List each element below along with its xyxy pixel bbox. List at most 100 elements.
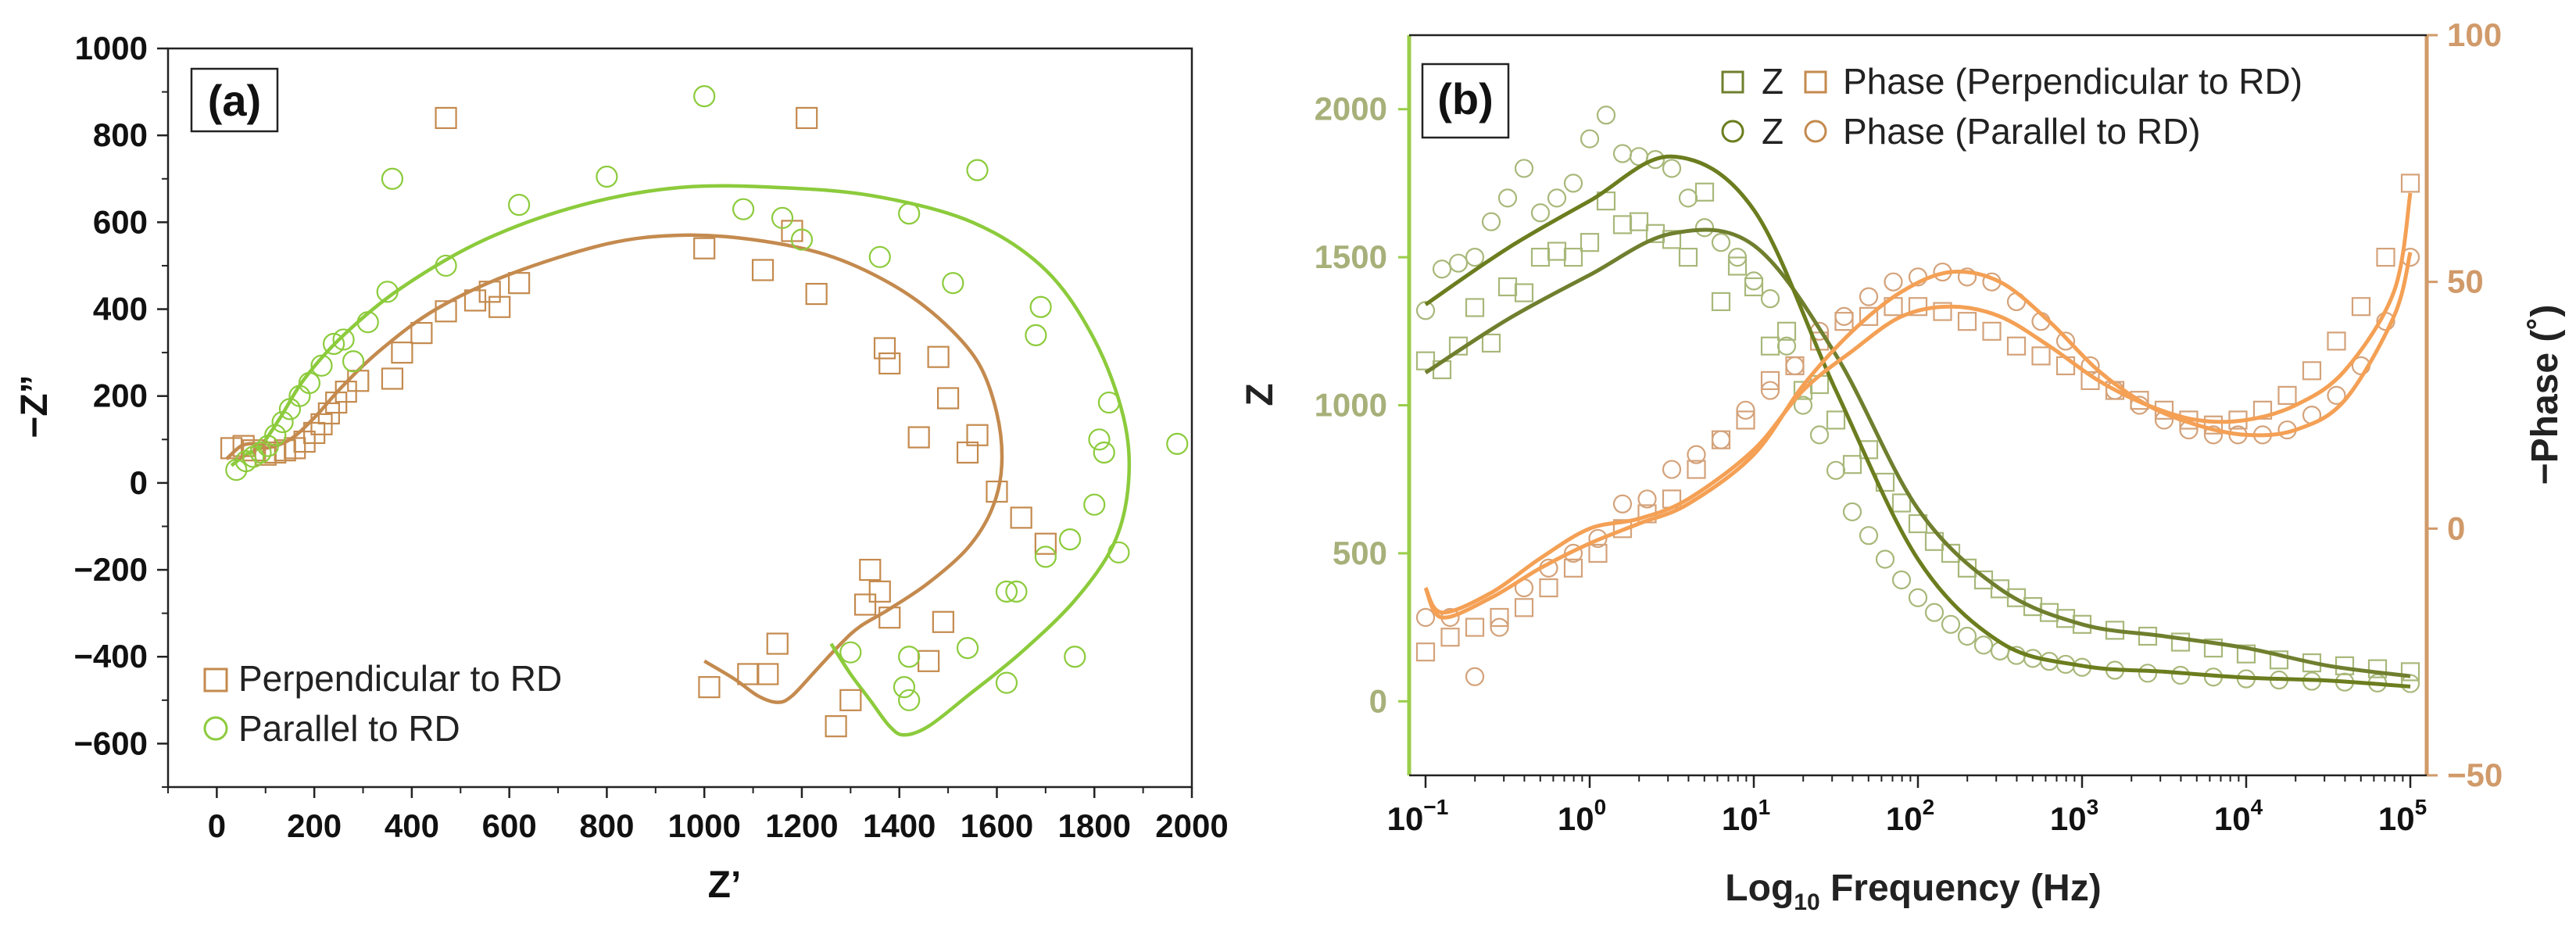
data-point-z-perpendicular-to-rd (1629, 212, 1649, 231)
data-point-z-perpendicular-to-rd (1678, 248, 1698, 267)
y-tick-label: 400 (93, 291, 148, 327)
y-tick-label: 200 (93, 378, 148, 414)
data-point-parallel (898, 646, 921, 668)
panel-b-label: (b) (1437, 74, 1494, 123)
data-point-parallel (1093, 441, 1115, 464)
data-point-phase-perpendicular-to-rd (2130, 391, 2149, 410)
data-point-parallel (1034, 546, 1057, 568)
x-tick-label: 1000 (667, 807, 740, 844)
right-y-tick-label: −50 (2447, 757, 2503, 793)
panel-a-label-box (190, 67, 279, 133)
data-point-phase-perpendicular-to-rd (1760, 370, 1780, 391)
data-point-phase-parallel-to-rd (1662, 460, 1682, 479)
data-point-z-perpendicular-to-rd (1941, 543, 1961, 564)
data-point-z-parallel-to-rd (1645, 149, 1665, 170)
data-point-phase-perpendicular-to-rd (1908, 297, 1928, 317)
panel-a-legend: Perpendicular to RD Parallel to RD (203, 658, 562, 749)
data-point-phase-perpendicular-to-rd (2302, 361, 2322, 381)
legend-z-par-marker (1721, 120, 1744, 143)
data-point-phase-perpendicular-to-rd (1834, 312, 1854, 331)
data-point-phase-perpendicular-to-rd (2351, 297, 2371, 317)
data-point-z-parallel-to-rd (1776, 336, 1797, 356)
data-point-perpendicular (1034, 532, 1057, 555)
legend-label-parallel: Parallel to RD (238, 708, 460, 749)
data-point-phase-perpendicular-to-rd (1465, 617, 1485, 637)
panel-b-bode-plot: (b) 10−1 100 101 102 103 104 10505001000150020… (1240, 16, 2566, 915)
x-tick-label: 2000 (1155, 807, 1228, 844)
data-point-phase-perpendicular-to-rd (1563, 558, 1583, 578)
left-y-tick-label: 1000 (1315, 387, 1387, 424)
data-point-parallel (942, 272, 964, 295)
data-point-z-parallel-to-rd (1973, 635, 1994, 655)
data-point-parallel (435, 254, 457, 277)
data-point-z-perpendicular-to-rd (1465, 298, 1485, 317)
panel-a-ticks: 0 200 400 600 800 1000 1200 1400 1600 1800 2000−60… (73, 30, 1228, 844)
data-point-phase-perpendicular-to-rd (1933, 302, 1952, 321)
data-point-z-perpendicular-to-rd (1497, 277, 1518, 297)
fit-line-phase-parallel-to-rd (1423, 252, 2413, 620)
legend-phase-perp-label: Phase (Perpendicular to RD) (1843, 61, 2302, 102)
data-point-z-perpendicular-to-rd (1760, 336, 1780, 356)
data-point-z-perpendicular-to-rd (2367, 659, 2388, 678)
data-point-phase-perpendicular-to-rd (1588, 543, 1608, 564)
data-point-perpendicular (825, 715, 847, 738)
data-point-z-perpendicular-to-rd (1514, 283, 1534, 302)
data-point-z-parallel-to-rd (1514, 159, 1534, 178)
x-tick-label: 10−1 (1387, 795, 1449, 837)
data-point-z-perpendicular-to-rd (1580, 233, 1600, 252)
data-point-perpendicular (303, 421, 326, 445)
x-tick-label: 0 (208, 807, 226, 844)
data-point-perpendicular (757, 663, 779, 685)
data-point-perpendicular (966, 424, 989, 446)
data-point-parallel (271, 410, 294, 434)
data-point-phase-perpendicular-to-rd (1415, 642, 1436, 662)
fit-line-z-parallel-to-rd (1424, 154, 2411, 689)
data-point-z-parallel-to-rd (1875, 549, 1895, 569)
fit-line-phase-perpendicular-to-rd (1423, 192, 2413, 615)
data-point-phase-parallel-to-rd (1637, 489, 1657, 509)
data-point-perpendicular (878, 352, 901, 375)
y-tick-label: 0 (130, 464, 148, 501)
fit-line-z-perpendicular-to-rd (1424, 227, 2411, 678)
data-point-z-parallel-to-rd (1530, 203, 1551, 223)
data-point-z-perpendicular-to-rd (2236, 644, 2256, 664)
data-point-parallel (1029, 295, 1052, 318)
data-point-phase-perpendicular-to-rd (2327, 331, 2346, 351)
data-point-z-parallel-to-rd (1941, 614, 1961, 634)
data-point-perpendicular (381, 367, 404, 390)
data-point-z-parallel-to-rd (1563, 174, 1583, 193)
data-point-perpendicular (698, 676, 721, 699)
x-tick-label: 1400 (863, 807, 936, 844)
data-point-parallel (893, 676, 916, 699)
legend-marker-parallel (203, 716, 228, 741)
data-point-parallel (356, 311, 379, 334)
data-point-phase-perpendicular-to-rd (2203, 415, 2224, 435)
data-point-z-perpendicular-to-rd (1957, 558, 1977, 578)
data-point-z-perpendicular-to-rd (2400, 662, 2420, 682)
data-point-z-perpendicular-to-rd (1727, 256, 1748, 276)
data-point-perpendicular (751, 259, 775, 281)
data-point-z-parallel-to-rd (1957, 626, 1977, 646)
legend-label-perpendicular: Perpendicular to RD (238, 658, 562, 699)
right-y-tick-label: 50 (2447, 263, 2484, 300)
data-point-z-parallel-to-rd (1727, 248, 1748, 267)
data-point-perpendicular (868, 580, 891, 603)
x-tick-label: 103 (2050, 795, 2098, 837)
fit-line-perpendicular (225, 233, 1004, 704)
data-point-parallel (376, 281, 399, 303)
data-point-z-perpendicular-to-rd (1776, 321, 1797, 341)
data-point-parallel (1058, 528, 1082, 551)
left-y-tick-label: 500 (1333, 535, 1387, 571)
x-tick-label: 1600 (961, 807, 1033, 844)
data-point-perpendicular (693, 237, 716, 259)
data-point-z-perpendicular-to-rd (1612, 215, 1633, 234)
data-point-perpendicular (878, 607, 901, 629)
data-point-perpendicular (508, 272, 531, 295)
data-point-phase-perpendicular-to-rd (2400, 174, 2420, 193)
x-tick-label: 102 (1886, 795, 1934, 837)
panel-a-y-axis-title: −Z” (14, 374, 55, 438)
data-point-z-perpendicular-to-rd (1842, 455, 1862, 474)
data-point-phase-perpendicular-to-rd (1440, 628, 1460, 647)
data-point-z-parallel-to-rd (1678, 188, 1698, 208)
data-point-phase-perpendicular-to-rd (1687, 460, 1706, 479)
